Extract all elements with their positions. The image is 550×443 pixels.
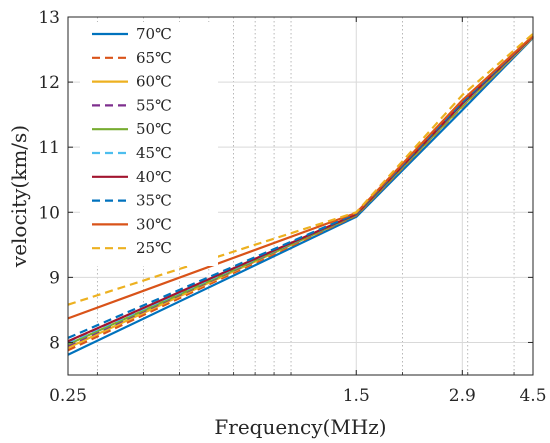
legend-label: 65℃ — [136, 49, 172, 67]
axis-ticks: 0.25 1.5 2.9 4.5 8 9 10 11 12 13 — [38, 8, 546, 406]
y-tick-label: 10 — [38, 203, 60, 223]
legend: 70℃ 65℃ 60℃ 55℃ 50℃ 45℃ 40℃ 35℃ 30℃ 25℃ — [80, 22, 218, 266]
y-tick-label: 12 — [38, 73, 60, 93]
x-tick-label: 0.25 — [49, 386, 87, 406]
legend-label: 25℃ — [136, 239, 172, 257]
series-line — [67, 33, 534, 306]
series-line — [67, 37, 534, 356]
plot-area-border — [67, 16, 534, 376]
x-tick-label: 1.5 — [343, 386, 370, 406]
series-lines — [67, 33, 534, 356]
y-tick-label: 8 — [49, 333, 60, 353]
legend-label: 60℃ — [136, 73, 172, 91]
y-tick-label: 11 — [38, 138, 60, 158]
legend-label: 45℃ — [136, 144, 172, 162]
y-tick-label: 13 — [38, 8, 60, 28]
legend-label: 30℃ — [136, 215, 172, 233]
legend-label: 55℃ — [136, 96, 172, 114]
x-axis-label: Frequency(MHz) — [214, 415, 386, 439]
legend-label: 70℃ — [136, 25, 172, 43]
legend-label: 35℃ — [136, 192, 172, 210]
x-tick-label: 4.5 — [519, 386, 546, 406]
y-tick-label: 9 — [49, 268, 60, 288]
legend-label: 50℃ — [136, 120, 172, 138]
legend-label: 40℃ — [136, 168, 172, 186]
y-axis-label: velocity(km/s) — [7, 125, 31, 268]
x-tick-label: 2.9 — [449, 386, 476, 406]
